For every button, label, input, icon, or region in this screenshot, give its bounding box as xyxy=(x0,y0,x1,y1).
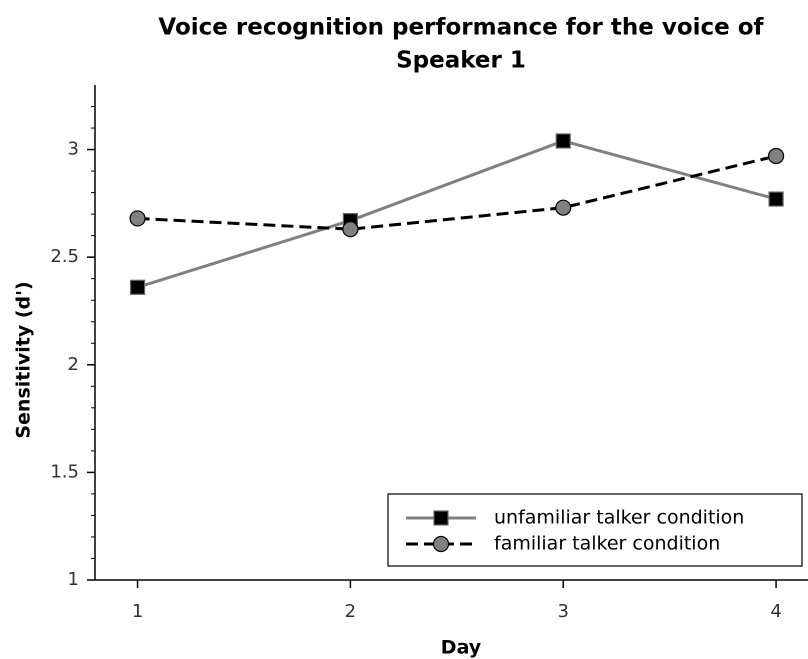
legend-marker xyxy=(432,535,450,553)
legend-label: familiar talker condition xyxy=(494,533,720,555)
data-point xyxy=(129,210,146,227)
series-line xyxy=(137,139,777,289)
legend-marker xyxy=(433,510,449,526)
data-point xyxy=(555,133,571,149)
x-tick-label: 4 xyxy=(770,601,781,622)
x-tick-label: 1 xyxy=(132,601,143,622)
y-tick-label: 1.5 xyxy=(50,461,79,482)
data-point xyxy=(768,191,784,207)
y-tick-label: 2 xyxy=(68,354,79,375)
data-point xyxy=(342,221,359,238)
x-axis-label: Day xyxy=(441,637,482,659)
y-tick-label: 2.5 xyxy=(50,246,79,267)
chart-title: Voice recognition performance for the vo… xyxy=(158,15,764,41)
series-line xyxy=(137,154,777,231)
legend: unfamiliar talker condition familiar talk… xyxy=(387,493,803,567)
data-point xyxy=(129,279,146,295)
x-tick-label: 3 xyxy=(558,601,569,622)
data-point xyxy=(555,199,572,216)
legend-label: unfamiliar talker condition xyxy=(494,507,744,529)
y-axis-label: Sensitivity (d') xyxy=(13,281,35,438)
y-tick-label: 1 xyxy=(68,569,79,590)
chart-title: Speaker 1 xyxy=(396,48,526,74)
data-point xyxy=(767,147,785,165)
legend-box xyxy=(387,493,803,567)
x-tick-label: 2 xyxy=(345,601,356,622)
y-tick-label: 3 xyxy=(68,139,79,160)
